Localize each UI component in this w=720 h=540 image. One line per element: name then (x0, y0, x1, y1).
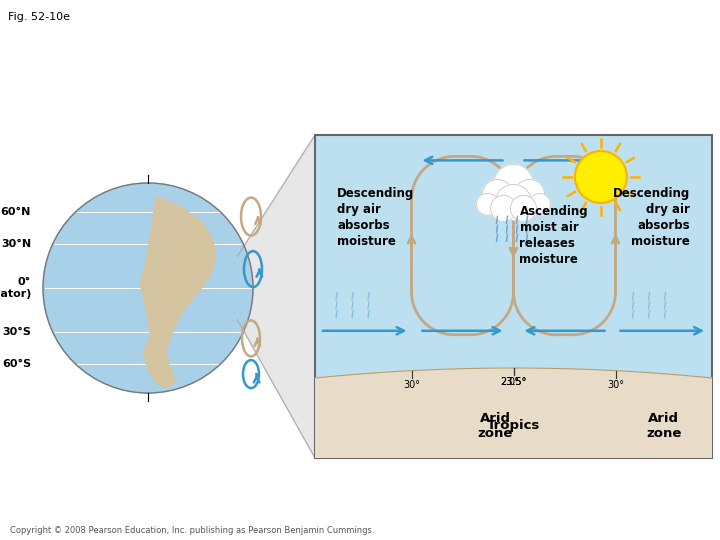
Text: Arid
zone: Arid zone (478, 412, 513, 440)
Text: Descending
dry air
absorbs
moisture: Descending dry air absorbs moisture (337, 187, 414, 248)
Text: 60°N: 60°N (1, 207, 31, 218)
Text: 23.5°: 23.5° (500, 377, 527, 387)
Circle shape (495, 184, 531, 220)
Circle shape (482, 179, 513, 210)
Text: 23.5°: 23.5° (500, 377, 527, 387)
Polygon shape (238, 135, 315, 458)
Polygon shape (140, 196, 216, 388)
Text: Ascending
moist air
releases
moisture: Ascending moist air releases moisture (520, 205, 588, 266)
FancyBboxPatch shape (315, 135, 712, 458)
Circle shape (477, 193, 498, 215)
Circle shape (515, 179, 544, 210)
Text: 0°: 0° (508, 377, 519, 387)
Circle shape (493, 164, 534, 204)
Circle shape (510, 195, 536, 221)
Polygon shape (315, 368, 712, 460)
Text: 30°S: 30°S (2, 327, 31, 337)
Text: 0°
(equator): 0° (equator) (0, 277, 31, 299)
Text: Tropics: Tropics (487, 420, 540, 433)
Text: 60°S: 60°S (2, 359, 31, 369)
Text: 30°N: 30°N (1, 239, 31, 249)
Text: Descending
dry air
absorbs
moisture: Descending dry air absorbs moisture (613, 187, 690, 248)
Text: Fig. 52-10e: Fig. 52-10e (8, 12, 70, 22)
Circle shape (490, 195, 516, 221)
Circle shape (528, 193, 551, 215)
Text: 30°: 30° (607, 380, 624, 390)
Circle shape (43, 183, 253, 393)
Circle shape (575, 151, 627, 203)
Text: Copyright © 2008 Pearson Education, Inc. publishing as Pearson Benjamin Cummings: Copyright © 2008 Pearson Education, Inc.… (10, 526, 374, 535)
Text: Arid
zone: Arid zone (646, 412, 681, 440)
Text: 30°: 30° (403, 380, 420, 390)
